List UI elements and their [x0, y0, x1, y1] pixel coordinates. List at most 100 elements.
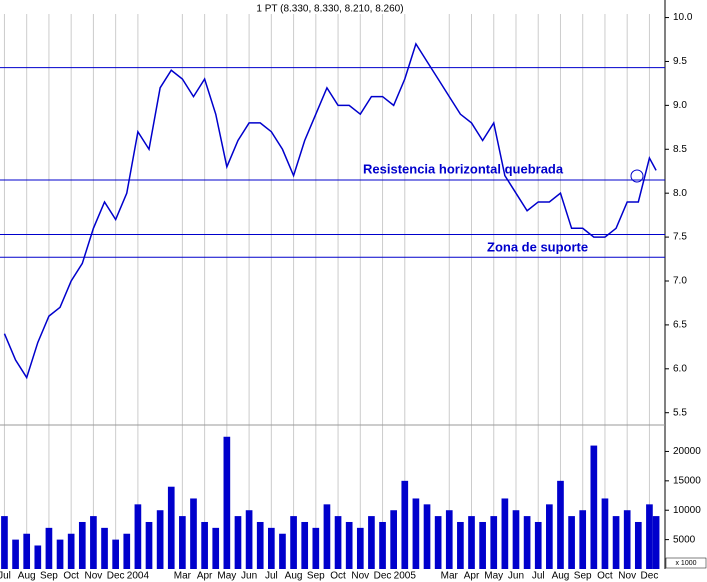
volume-bar	[34, 545, 42, 569]
volume-bar	[368, 516, 375, 569]
volume-bar	[134, 504, 142, 569]
volume-bar	[534, 521, 542, 569]
x-tick-label: Jul	[0, 571, 11, 582]
volume-bar	[479, 521, 486, 569]
x-tick-label: Nov	[85, 571, 103, 582]
volume-bar	[145, 521, 153, 569]
volume-bar	[123, 533, 131, 569]
volume-bar	[390, 510, 397, 569]
x-tick-label: Dec	[374, 571, 392, 582]
volume-bar	[356, 527, 364, 569]
y-tick-label: 6.5	[673, 320, 687, 331]
y-tick-label: 8.5	[673, 144, 687, 155]
unit-box	[665, 557, 707, 569]
x-tick-label: Aug	[285, 571, 303, 582]
volume-bar	[634, 521, 642, 569]
volume-bar	[112, 539, 119, 569]
x-tick-label: Mar	[174, 571, 192, 582]
y-tick-label: 7.0	[673, 276, 687, 287]
volume-bar	[557, 480, 564, 569]
x-tick-label: Sep	[574, 571, 592, 582]
volume-bar	[312, 527, 320, 569]
x-tick-label: Aug	[552, 571, 570, 582]
x-tick-label: Dec	[641, 571, 659, 582]
volume-unit: x 1000	[675, 560, 696, 567]
x-tick-label: Apr	[197, 571, 213, 582]
annotation: Resistencia horizontal quebrada	[363, 161, 564, 176]
volume-bar	[652, 516, 660, 569]
volume-bar	[234, 516, 242, 569]
x-tick-label: May	[484, 571, 503, 582]
volume-bar	[412, 498, 420, 569]
volume-bar	[379, 521, 386, 569]
x-tick-label: Aug	[18, 571, 36, 582]
x-tick-label: Jun	[241, 571, 257, 582]
volume-bar	[345, 521, 353, 569]
volume-bar	[90, 516, 97, 569]
x-tick-label: Apr	[464, 571, 480, 582]
y2-tick-label: 15000	[673, 475, 701, 486]
x-tick-label: Mar	[441, 571, 459, 582]
volume-bar	[334, 516, 342, 569]
volume-bar	[468, 516, 475, 569]
volume-bar	[12, 539, 19, 569]
volume-bar	[67, 533, 75, 569]
x-tick-label: Sep	[307, 571, 325, 582]
volume-bar	[457, 521, 464, 569]
chart-title: 1 PT (8.330, 8.330, 8.210, 8.260)	[256, 4, 403, 15]
volume-bar	[590, 445, 598, 569]
volume-bar	[190, 498, 197, 569]
volume-bar	[167, 486, 175, 569]
y-tick-label: 10.0	[673, 12, 693, 23]
y-tick-label: 5.5	[673, 407, 687, 418]
x-tick-label: Jun	[508, 571, 524, 582]
volume-bar	[490, 516, 498, 569]
volume-bar	[579, 510, 587, 569]
volume-bar	[445, 510, 453, 569]
volume-bar	[101, 527, 108, 569]
x-tick-label: Sep	[40, 571, 58, 582]
x-tick-label: Oct	[63, 571, 79, 582]
volume-bar	[78, 521, 86, 569]
y2-tick-label: 5000	[673, 534, 696, 545]
x-tick-label: Oct	[330, 571, 346, 582]
x-tick-label: 2004	[127, 571, 150, 582]
volume-bar	[212, 527, 220, 569]
plot-background	[0, 0, 665, 569]
volume-bar	[201, 521, 208, 569]
y2-tick-label: 20000	[673, 446, 701, 457]
volume-bar	[434, 516, 442, 569]
x-tick-label: Oct	[597, 571, 613, 582]
x-tick-label: Nov	[618, 571, 636, 582]
x-tick-label: Jul	[532, 571, 545, 582]
x-tick-label: Nov	[351, 571, 369, 582]
volume-bar	[223, 436, 231, 569]
volume-bar	[290, 516, 297, 569]
x-tick-label: Dec	[107, 571, 125, 582]
volume-bar	[56, 539, 64, 569]
x-tick-label: May	[217, 571, 236, 582]
volume-bar	[646, 504, 653, 569]
y-tick-label: 9.0	[673, 100, 687, 111]
y-tick-label: 6.0	[673, 363, 687, 374]
y-tick-label: 7.5	[673, 232, 687, 243]
volume-bar	[301, 521, 309, 569]
x-tick-label: Jul	[265, 571, 278, 582]
volume-bar	[279, 533, 286, 569]
volume-bar	[401, 480, 409, 569]
volume-bar	[501, 498, 509, 569]
volume-bar	[245, 510, 253, 569]
volume-bar	[179, 516, 186, 569]
volume-bar	[568, 516, 575, 569]
volume-bar	[601, 498, 609, 569]
volume-bar	[323, 504, 331, 569]
annotation: Zona de suporte	[487, 239, 588, 254]
volume-bar	[623, 510, 631, 569]
volume-bar	[45, 527, 53, 569]
volume-bar	[546, 504, 553, 569]
volume-bar	[423, 504, 431, 569]
volume-bar	[156, 510, 164, 569]
y-tick-label: 8.0	[673, 188, 687, 199]
price-line	[3, 42, 657, 380]
